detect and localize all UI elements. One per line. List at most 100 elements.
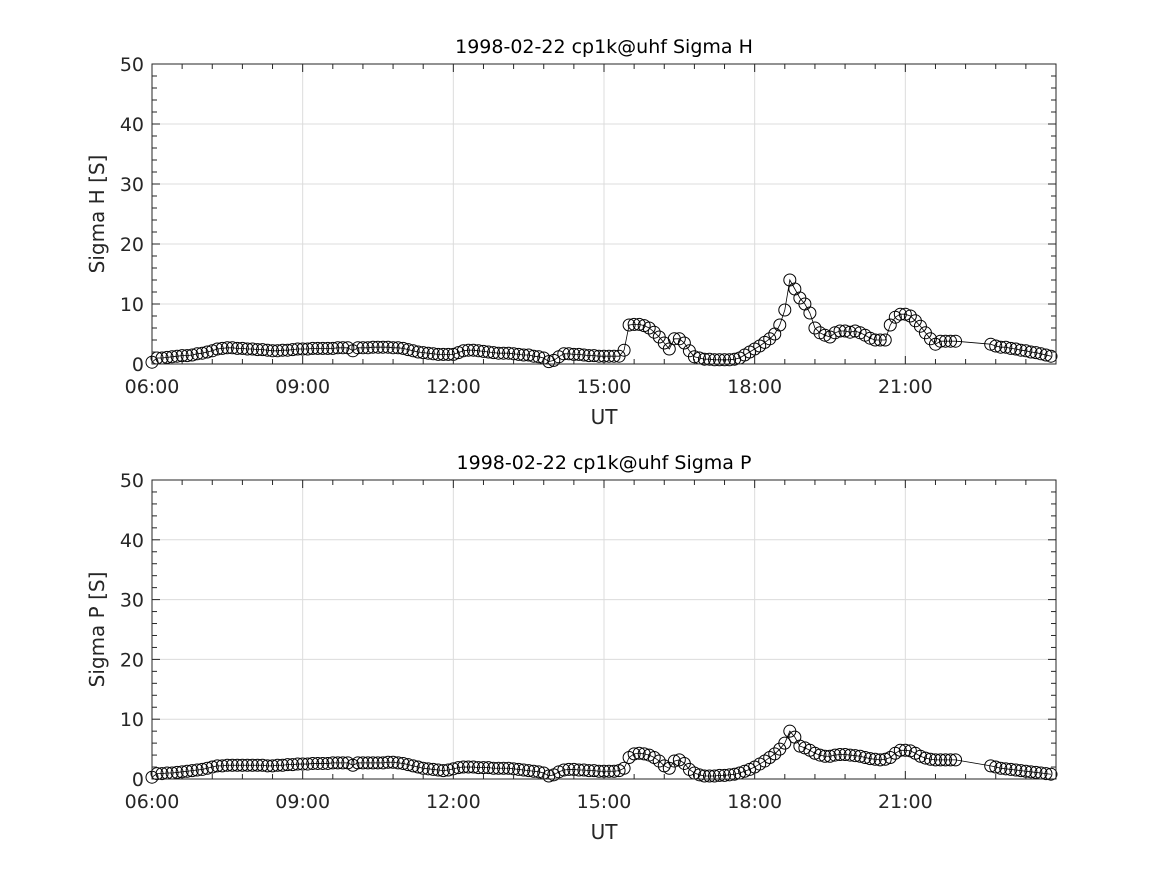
data-point — [316, 341, 330, 355]
data-point — [838, 324, 852, 338]
data-point — [291, 757, 305, 771]
data-point — [652, 754, 666, 768]
data-point — [371, 340, 385, 354]
data-point — [949, 334, 963, 348]
data-point — [481, 345, 495, 359]
x-tick-label: 15:00 — [577, 791, 632, 813]
data-point — [853, 749, 867, 763]
data-point — [813, 748, 827, 762]
x-axis-label: UT — [591, 820, 619, 844]
y-tick-label: 40 — [120, 530, 144, 552]
data-point — [306, 341, 320, 355]
data-point — [939, 753, 953, 767]
x-tick-label: 12:00 — [426, 791, 481, 813]
y-tick-label: 20 — [120, 234, 144, 256]
x-tick-label: 15:00 — [577, 376, 632, 398]
data-point — [487, 761, 501, 775]
data-point — [431, 347, 445, 361]
data-point — [371, 756, 385, 770]
data-point — [512, 762, 526, 776]
data-point — [778, 736, 792, 750]
data-point — [1044, 767, 1058, 781]
data-point — [421, 346, 435, 360]
data-point — [823, 330, 837, 344]
data-point — [632, 746, 646, 760]
data-point — [401, 758, 415, 772]
data-point — [592, 764, 606, 778]
data-point — [577, 348, 591, 362]
data-point — [818, 328, 832, 342]
data-point — [662, 761, 676, 775]
data-point — [893, 743, 907, 757]
data-point — [878, 333, 892, 347]
data-point — [502, 761, 516, 775]
data-point — [883, 750, 897, 764]
data-point — [944, 334, 958, 348]
data-point — [808, 321, 822, 335]
data-point — [582, 349, 596, 363]
data-point — [466, 760, 480, 774]
data-point — [913, 749, 927, 763]
data-point — [361, 341, 375, 355]
data-point — [928, 753, 942, 767]
data-point — [220, 758, 234, 772]
data-point — [999, 340, 1013, 354]
data-point — [572, 347, 586, 361]
data-point — [718, 768, 732, 782]
data-point — [522, 348, 536, 362]
y-tick-label: 0 — [132, 354, 144, 376]
data-point — [411, 345, 425, 359]
data-point — [492, 761, 506, 775]
data-point — [848, 749, 862, 763]
y-tick-label: 50 — [120, 54, 144, 76]
data-point — [215, 759, 229, 773]
data-point — [898, 307, 912, 321]
data-point — [200, 761, 214, 775]
data-point — [416, 346, 430, 360]
data-point — [522, 764, 536, 778]
data-point — [702, 769, 716, 783]
data-point — [386, 341, 400, 355]
data-point — [672, 332, 686, 346]
data-point — [728, 767, 742, 781]
series-line — [990, 765, 1052, 775]
data-point — [873, 753, 887, 767]
data-point — [627, 317, 641, 331]
data-point — [316, 756, 330, 770]
data-point — [255, 758, 269, 772]
y-axis-label: Sigma H [S] — [85, 155, 109, 274]
x-tick-label: 21:00 — [878, 376, 933, 398]
data-point — [994, 340, 1008, 354]
data-point — [451, 346, 465, 360]
data-point — [311, 756, 325, 770]
data-point — [1014, 764, 1028, 778]
x-tick-label: 06:00 — [125, 791, 180, 813]
data-point — [461, 760, 475, 774]
data-point — [376, 340, 390, 354]
x-axis-label: UT — [591, 405, 619, 429]
data-point — [185, 348, 199, 362]
data-point — [240, 758, 254, 772]
data-point — [391, 341, 405, 355]
data-point — [406, 344, 420, 358]
data-point — [336, 341, 350, 355]
data-point — [933, 753, 947, 767]
data-point — [220, 341, 234, 355]
data-point — [587, 764, 601, 778]
data-point — [456, 760, 470, 774]
data-point — [301, 757, 315, 771]
data-point — [984, 337, 998, 351]
x-tick-label: 12:00 — [426, 376, 481, 398]
data-point — [210, 342, 224, 356]
data-point — [617, 343, 631, 357]
data-point — [481, 761, 495, 775]
data-point — [944, 753, 958, 767]
data-point — [266, 344, 280, 358]
data-point — [587, 349, 601, 363]
data-point — [632, 317, 646, 331]
data-point — [1024, 765, 1038, 779]
x-tick-label: 09:00 — [275, 791, 330, 813]
data-point — [989, 339, 1003, 353]
data-point — [818, 749, 832, 763]
data-point — [366, 756, 380, 770]
